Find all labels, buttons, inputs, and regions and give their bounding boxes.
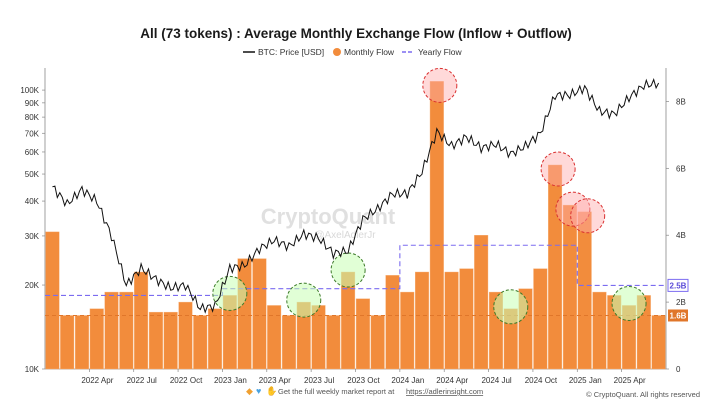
x-tick-label: 2025 Jan	[569, 376, 602, 385]
x-tick-label: 2023 Jul	[304, 376, 334, 385]
flow-bar	[45, 231, 60, 370]
x-tick-label: 2024 Jul	[481, 376, 511, 385]
flow-bar	[592, 291, 607, 370]
x-tick-label: 2022 Apr	[81, 376, 113, 385]
right-tick-label: 6B	[676, 164, 686, 173]
flow-bar	[60, 315, 75, 370]
legend-btc-label: BTC: Price [USD]	[258, 47, 324, 57]
x-tick-label: 2025 Apr	[614, 376, 646, 385]
flow-bar	[74, 315, 89, 370]
footer-link[interactable]: https://adlerinsight.com	[406, 387, 483, 396]
low-flow-highlight	[212, 275, 248, 311]
chart-title: All (73 tokens) : Average Monthly Exchan…	[140, 26, 571, 41]
btc-price-line	[52, 77, 660, 314]
left-tick-label: 50K	[25, 170, 40, 179]
legend-yearly-flow-label: Yearly Flow	[418, 47, 462, 57]
flow-bar	[119, 291, 134, 370]
flow-bar	[311, 305, 326, 370]
flow-bar	[134, 271, 149, 370]
flow-bar	[193, 315, 208, 370]
flow-bar	[459, 268, 474, 370]
footer: ◆ ♥ ✋ Get the full weekly market report …	[246, 385, 700, 399]
right-tick-label: 4B	[676, 231, 686, 240]
left-tick-label: 80K	[25, 113, 40, 122]
flow-bar	[208, 308, 223, 370]
x-tick-label: 2023 Jan	[214, 376, 247, 385]
flow-bar	[370, 315, 385, 370]
plot-area: 10K 20K 30K 40K 50K 60K 70K 80K 90K 100K 0 2B 4B 6B 8B…	[20, 67, 689, 385]
yearly-flow-badge	[667, 278, 689, 292]
flow-bar	[148, 311, 163, 370]
left-tick-label: 60K	[25, 148, 40, 157]
watermark: CryptoQuant	[261, 204, 396, 229]
low-flow-highlight	[330, 252, 366, 288]
yearly-flow-badge-label: 2.5B	[670, 281, 687, 290]
right-tick-label: 0	[676, 365, 681, 374]
low-flow-highlight	[286, 282, 322, 318]
low-flow-highlight	[493, 289, 529, 325]
flow-bar	[355, 298, 370, 370]
heart-icon: ♥	[256, 386, 261, 396]
flow-bar	[385, 275, 400, 370]
left-tick-label: 100K	[20, 86, 39, 95]
diamond-icon: ◆	[246, 386, 253, 396]
flow-bar	[237, 258, 252, 370]
flow-bar	[267, 305, 282, 370]
legend-monthly-flow-label: Monthly Flow	[344, 47, 395, 57]
flow-bar	[474, 235, 489, 370]
x-tick-label: 2023 Oct	[347, 376, 380, 385]
flow-bar	[326, 315, 341, 370]
x-tick-label: 2024 Jan	[391, 376, 424, 385]
flow-bar	[429, 81, 444, 370]
watermark-handle: @AxelAdlerJr	[314, 230, 376, 241]
flow-bar	[651, 315, 666, 370]
footer-text: Get the full weekly market report at	[278, 387, 395, 396]
x-tick-label: 2022 Oct	[170, 376, 203, 385]
high-flow-highlight	[422, 67, 458, 103]
flow-bar	[163, 311, 178, 370]
footer-copyright: © CryptoQuant. All rights reserved	[586, 390, 700, 399]
left-tick-label: 20K	[25, 281, 40, 290]
left-tick-label: 30K	[25, 232, 40, 241]
flow-bar	[444, 271, 459, 370]
flow-bar	[562, 204, 577, 370]
flow-bar	[281, 315, 296, 370]
flow-bar	[415, 271, 430, 370]
baseline-flow-badge-label: 1.6B	[670, 311, 687, 320]
flow-bar	[548, 164, 563, 370]
high-flow-highlight	[555, 191, 591, 227]
legend-monthly-flow-swatch	[333, 48, 341, 56]
low-flow-highlight	[611, 285, 647, 321]
flow-bar	[400, 291, 415, 370]
flow-bar	[104, 291, 119, 370]
left-tick-label: 40K	[25, 197, 40, 206]
hands-icon: ✋	[266, 385, 277, 396]
right-tick-label: 8B	[676, 97, 686, 106]
x-tick-label: 2023 Apr	[259, 376, 291, 385]
flow-bar	[178, 301, 193, 370]
left-tick-label: 90K	[25, 99, 40, 108]
flow-bar	[577, 211, 592, 370]
left-tick-label: 10K	[25, 365, 40, 374]
flow-bar	[533, 268, 548, 370]
baseline-flow-badge	[668, 309, 688, 322]
flow-bar	[89, 308, 104, 370]
x-tick-label: 2024 Apr	[436, 376, 468, 385]
high-flow-highlight	[570, 198, 606, 234]
high-flow-highlight	[540, 151, 576, 187]
right-tick-label: 2B	[676, 298, 686, 307]
x-tick-label: 2022 Jul	[127, 376, 157, 385]
left-tick-label: 70K	[25, 129, 40, 138]
x-tick-label: 2024 Oct	[525, 376, 558, 385]
flow-bar	[252, 258, 267, 370]
legend: BTC: Price [USD] Monthly Flow Yearly Flo…	[243, 47, 462, 57]
